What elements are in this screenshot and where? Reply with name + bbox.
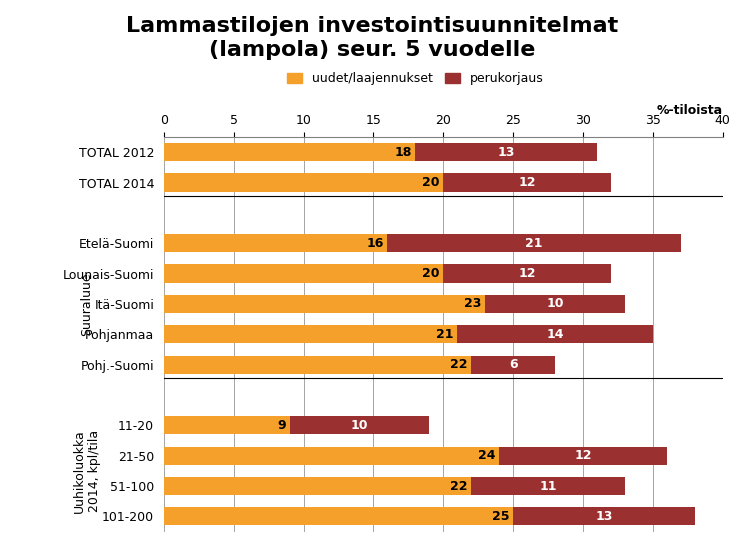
Text: 23: 23 <box>464 298 482 310</box>
Text: 20: 20 <box>422 176 440 189</box>
Bar <box>471 477 625 495</box>
Text: Lammastilojen investointisuunnitelmat
(lampola) seur. 5 vuodelle: Lammastilojen investointisuunnitelmat (l… <box>127 16 618 60</box>
Bar <box>164 325 457 344</box>
Text: 10: 10 <box>351 419 368 432</box>
Bar <box>164 295 485 313</box>
Bar <box>387 234 681 252</box>
Text: 24: 24 <box>478 449 495 462</box>
Text: 12: 12 <box>574 449 592 462</box>
Text: Suuraluue: Suuraluue <box>80 272 94 336</box>
Text: 13: 13 <box>498 146 515 159</box>
Bar <box>471 356 555 374</box>
Text: 9: 9 <box>277 419 286 432</box>
Bar <box>290 416 429 435</box>
Text: 12: 12 <box>519 267 536 280</box>
Bar <box>164 447 499 465</box>
Bar <box>164 173 443 192</box>
Bar <box>443 173 611 192</box>
Text: 13: 13 <box>595 510 612 523</box>
Text: 22: 22 <box>450 358 468 371</box>
Text: 21: 21 <box>437 328 454 341</box>
Bar <box>415 143 597 161</box>
Bar <box>499 447 667 465</box>
Text: 20: 20 <box>422 267 440 280</box>
Legend: uudet/laajennukset, perukorjaus: uudet/laajennukset, perukorjaus <box>287 72 544 85</box>
Text: 22: 22 <box>450 480 468 493</box>
Text: 12: 12 <box>519 176 536 189</box>
Bar <box>443 265 611 283</box>
Bar <box>164 356 471 374</box>
Text: 11: 11 <box>539 480 557 493</box>
Bar <box>164 265 443 283</box>
Text: 10: 10 <box>546 298 564 310</box>
Bar <box>164 234 387 252</box>
Text: 6: 6 <box>509 358 518 371</box>
Bar <box>164 507 513 526</box>
Text: 18: 18 <box>394 146 412 159</box>
Bar <box>513 507 694 526</box>
Bar <box>164 143 415 161</box>
Text: Uuhikoluokka
2014, kpl/tila: Uuhikoluokka 2014, kpl/tila <box>73 429 101 513</box>
Bar <box>164 416 290 435</box>
Bar <box>485 295 625 313</box>
Text: 21: 21 <box>525 237 543 250</box>
Text: 25: 25 <box>492 510 510 523</box>
Text: 16: 16 <box>367 237 384 250</box>
Bar <box>457 325 653 344</box>
Text: 14: 14 <box>546 328 564 341</box>
Text: %-tiloista: %-tiloista <box>656 104 723 117</box>
Bar <box>164 477 471 495</box>
